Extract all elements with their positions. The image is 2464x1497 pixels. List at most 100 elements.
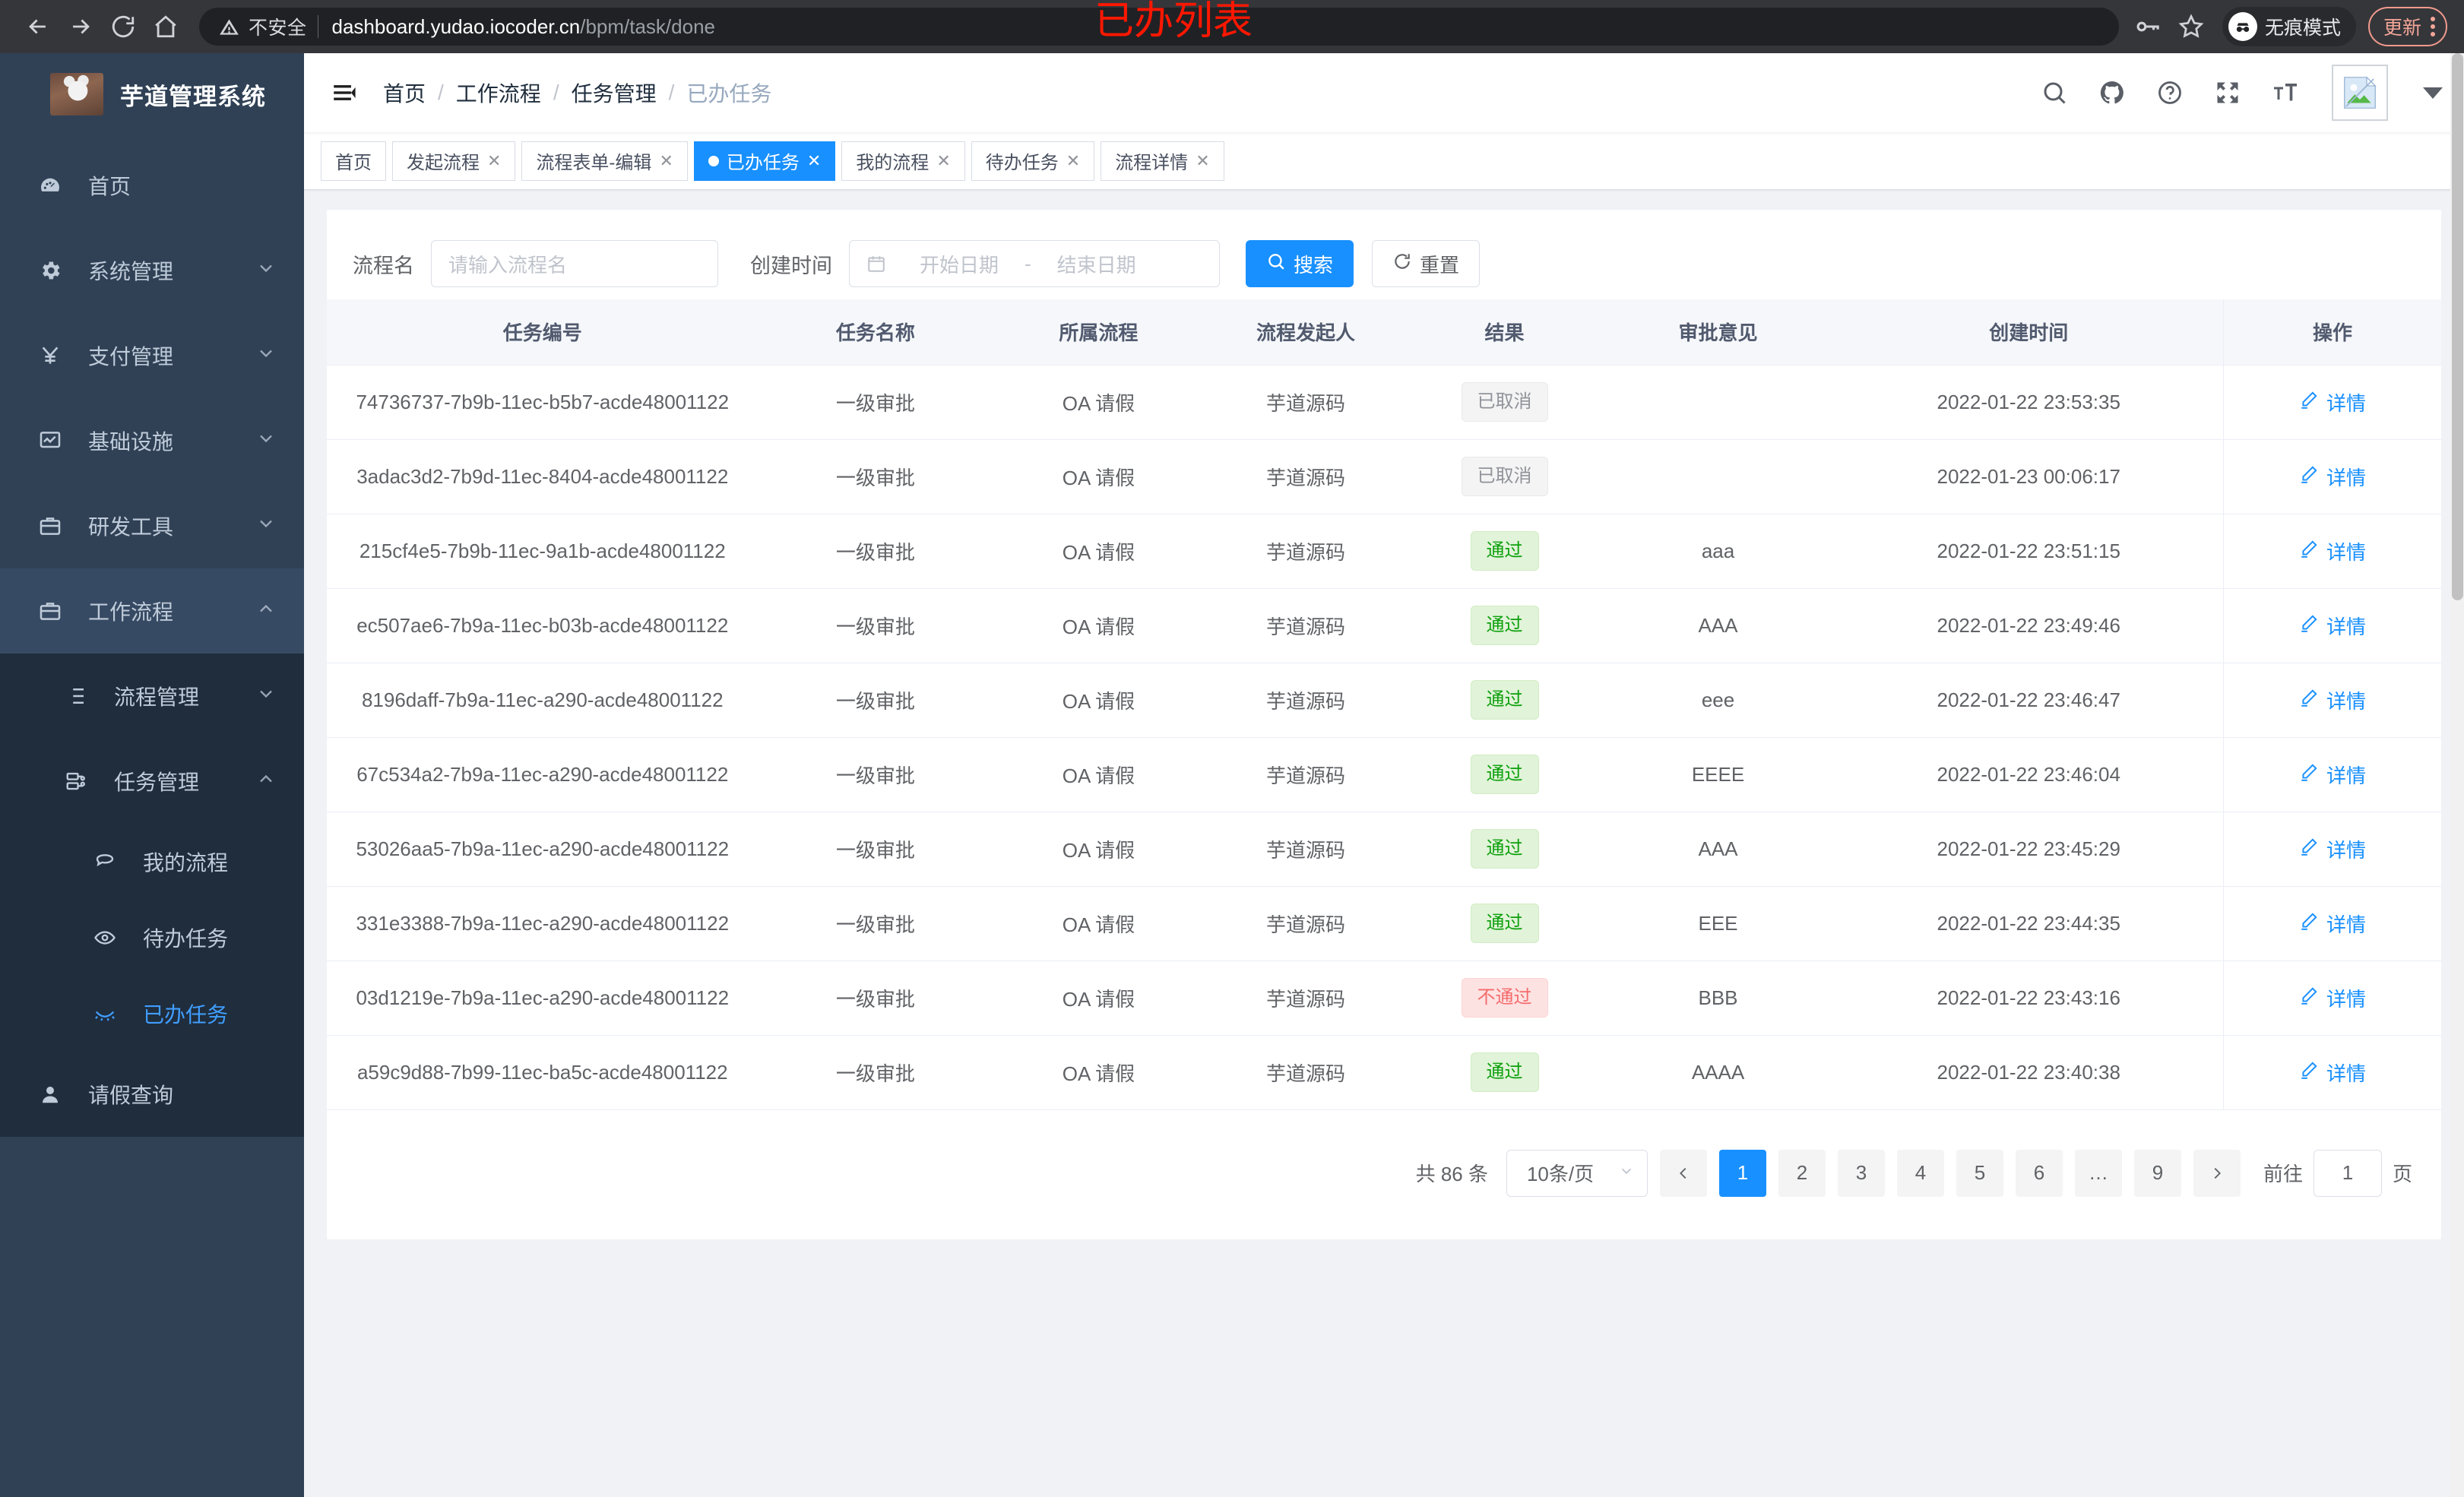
detail-link[interactable]: 详情 (2299, 537, 2366, 565)
sidebar-item-devtools[interactable]: 研发工具 (0, 483, 304, 568)
pagination-page-3[interactable]: 3 (1837, 1149, 1885, 1197)
detail-link[interactable]: 详情 (2299, 612, 2366, 640)
forward-arrow-icon[interactable] (59, 5, 102, 48)
breadcrumb-item-2[interactable]: 任务管理 (571, 82, 657, 106)
star-icon[interactable] (2171, 6, 2212, 47)
close-icon[interactable]: ✕ (1066, 150, 1081, 170)
cell-process: OA 请假 (993, 439, 1205, 514)
avatar[interactable] (2332, 65, 2388, 121)
sidebar-item-payment[interactable]: 支付管理 (0, 313, 304, 398)
detail-link[interactable]: 详情 (2299, 910, 2366, 938)
tab-start-process[interactable]: 发起流程 ✕ (392, 141, 516, 181)
detail-link[interactable]: 详情 (2299, 761, 2366, 789)
back-arrow-icon[interactable] (17, 5, 59, 48)
pagination-prev-button[interactable] (1659, 1149, 1707, 1197)
font-size-icon[interactable] (2268, 75, 2303, 110)
sidebar-item-label: 工作流程 (88, 600, 174, 624)
detail-link[interactable]: 详情 (2299, 463, 2366, 491)
tab-done-task[interactable]: 已办任务 ✕ (693, 141, 836, 181)
cell-result: 不通过 (1407, 961, 1602, 1036)
pagination-page-6[interactable]: 6 (2015, 1149, 2063, 1197)
table-row: a59c9d88-7b99-11ec-ba5c-acde48001122 一级审批… (327, 1035, 2441, 1110)
cell-comment (1601, 365, 1835, 440)
pagination-next-button[interactable] (2193, 1149, 2241, 1197)
hamburger-icon[interactable] (327, 80, 360, 106)
sidebar-item-process-management[interactable]: 流程管理 (0, 654, 304, 739)
address-bar[interactable]: 不安全 dashboard.yudao.iocoder.cn/bpm/task/… (199, 8, 2119, 46)
page-scrollbar-track[interactable] (2450, 53, 2464, 1497)
kebab-menu-icon[interactable] (2431, 17, 2435, 36)
breadcrumb-item-1[interactable]: 工作流程 (455, 82, 541, 106)
sidebar-item-my-process[interactable]: 我的流程 (0, 824, 304, 900)
sidebar-item-home[interactable]: 首页 (0, 143, 304, 228)
tab-my-process[interactable]: 我的流程 ✕ (841, 141, 965, 181)
create-time-range-picker[interactable]: 开始日期 - 结束日期 (849, 240, 1220, 287)
tab-label: 发起流程 (407, 153, 480, 173)
table-row: 8196daff-7b9a-11ec-a290-acde48001122 一级审批… (327, 663, 2441, 738)
close-icon[interactable]: ✕ (936, 150, 951, 170)
help-circle-icon[interactable] (2152, 75, 2187, 110)
pagination-page-5[interactable]: 5 (1956, 1149, 2003, 1197)
url-path: /bpm/task/done (580, 14, 715, 38)
pagination-page-2[interactable]: 2 (1778, 1149, 1826, 1197)
sidebar-item-label: 系统管理 (88, 260, 174, 283)
sidebar-item-done-task[interactable]: 已办任务 (0, 976, 304, 1052)
sidebar-item-todo-task[interactable]: 待办任务 (0, 900, 304, 976)
search-button[interactable]: 搜索 (1246, 240, 1354, 287)
chevron-down-icon[interactable] (2423, 87, 2443, 99)
tab-home[interactable]: 首页 (321, 141, 386, 181)
detail-link[interactable]: 详情 (2299, 686, 2366, 714)
detail-link[interactable]: 详情 (2299, 835, 2366, 863)
pagination-page-…[interactable]: … (2074, 1149, 2122, 1197)
cell-process: OA 请假 (993, 514, 1205, 589)
cell-process: OA 请假 (993, 812, 1205, 887)
cell-comment: AAAA (1601, 1035, 1835, 1110)
key-icon[interactable] (2127, 6, 2168, 47)
close-icon[interactable]: ✕ (659, 150, 673, 170)
close-icon[interactable]: ✕ (487, 150, 502, 170)
page-size-select[interactable]: 10条/页 (1506, 1149, 1648, 1197)
detail-link[interactable]: 详情 (2299, 984, 2366, 1012)
pagination-page-9[interactable]: 9 (2133, 1149, 2181, 1197)
detail-link[interactable]: 详情 (2299, 1059, 2366, 1087)
sidebar-item-system[interactable]: 系统管理 (0, 228, 304, 313)
close-icon[interactable]: ✕ (1196, 150, 1210, 170)
refresh-icon (1392, 252, 1412, 277)
chevron-down-icon (255, 428, 277, 454)
sidebar-item-leave-query[interactable]: 请假查询 (0, 1052, 304, 1137)
search-icon[interactable] (2037, 75, 2072, 110)
cell-operation: 详情 (2222, 439, 2441, 514)
pagination-jump-input[interactable]: 1 (2313, 1149, 2382, 1197)
sidebar-item-workflow[interactable]: 工作流程 (0, 568, 304, 654)
tab-todo-task[interactable]: 待办任务 ✕ (971, 141, 1095, 181)
detail-link[interactable]: 详情 (2299, 388, 2366, 416)
fullscreen-icon[interactable] (2210, 75, 2245, 110)
home-icon[interactable] (144, 5, 187, 48)
reset-button[interactable]: 重置 (1372, 240, 1481, 287)
pagination-page-4[interactable]: 4 (1896, 1149, 1944, 1197)
insecure-label: 不安全 (249, 17, 307, 39)
sidebar-item-task-management[interactable]: 任务管理 (0, 739, 304, 824)
github-icon[interactable] (2095, 75, 2130, 110)
cell-result: 通过 (1407, 886, 1602, 961)
cell-result: 通过 (1407, 588, 1602, 663)
tab-process-detail[interactable]: 流程详情 ✕ (1101, 141, 1224, 181)
tab-process-form-edit[interactable]: 流程表单-编辑 ✕ (521, 141, 688, 181)
sidebar-item-infrastructure[interactable]: 基础设施 (0, 398, 304, 483)
sidebar-item-label: 请假查询 (88, 1084, 174, 1107)
breadcrumb-item-0[interactable]: 首页 (383, 82, 426, 106)
reload-icon[interactable] (102, 5, 144, 48)
status-badge: 通过 (1470, 755, 1539, 794)
pagination-page-1[interactable]: 1 (1718, 1149, 1766, 1197)
cell-create-time: 2022-01-22 23:53:35 (1834, 365, 2224, 440)
incognito-mode-pill[interactable]: 无痕模式 (2222, 7, 2356, 46)
cell-comment: aaa (1601, 514, 1835, 589)
close-icon[interactable]: ✕ (806, 150, 822, 170)
cell-task-id: 3adac3d2-7b9d-11ec-8404-acde48001122 (327, 439, 759, 514)
yuan-icon (29, 343, 71, 368)
sidebar-logo[interactable]: 芋道管理系统 (0, 53, 304, 135)
update-button[interactable]: 更新 (2367, 7, 2447, 46)
page-scrollbar-thumb[interactable] (2452, 53, 2463, 600)
incognito-icon (2228, 12, 2257, 41)
process-name-input[interactable]: 请输入流程名 (431, 240, 718, 287)
